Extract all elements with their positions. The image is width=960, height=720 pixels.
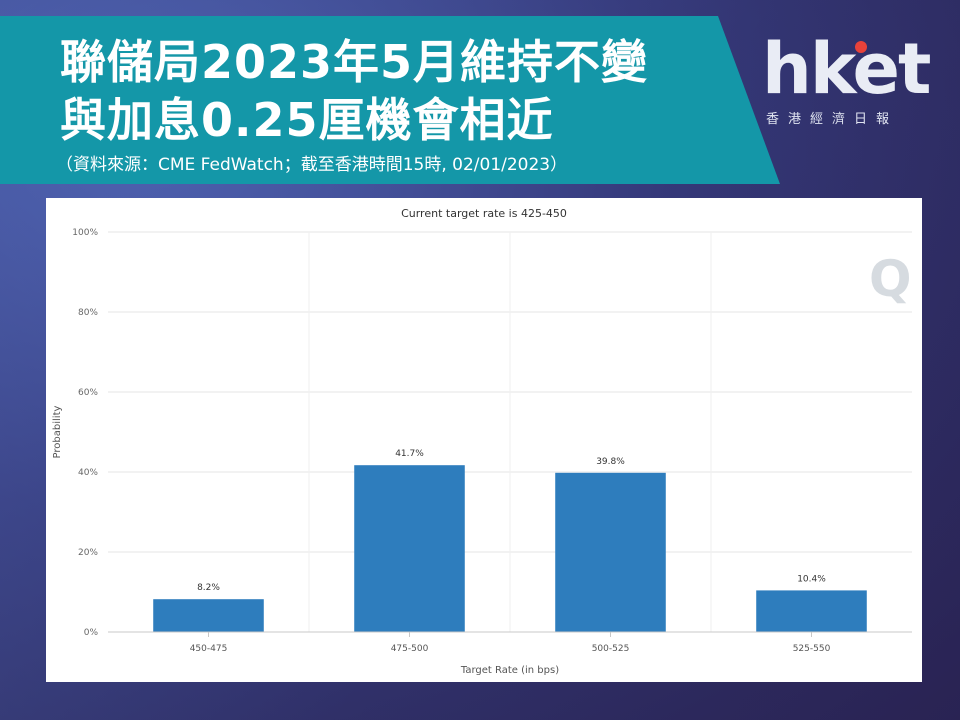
bar-450-475 <box>153 599 264 632</box>
data-label: 39.8% <box>596 457 625 467</box>
bar-525-550 <box>756 590 867 632</box>
bar-500-525 <box>555 472 666 632</box>
chart-panel: Current target rate is 425-450 0% 20% 40% 6… <box>46 198 922 682</box>
y-axis-ticks: 0% 20% 40% 60% 80% 100% <box>72 228 98 638</box>
y-tick-label: 20% <box>78 548 98 558</box>
logo-subtitle: 香港經濟日報 <box>766 112 899 127</box>
data-label: 41.7% <box>395 449 424 459</box>
data-labels: 8.2% 41.7% 39.8% 10.4% <box>197 449 826 593</box>
x-tick-label: 500-525 <box>592 644 630 654</box>
gridlines <box>108 231 912 633</box>
y-tick-label: 40% <box>78 468 98 478</box>
bars <box>153 465 867 632</box>
y-tick-label: 0% <box>84 628 99 638</box>
hket-logo: hket 香港經濟日報 <box>756 28 936 138</box>
data-label: 8.2% <box>197 583 220 593</box>
y-axis-label: Probability <box>52 405 63 458</box>
page-title-line2: 與加息0.25厘機會相近 <box>60 93 554 147</box>
page-title-line1: 聯儲局2023年5月維持不變 <box>60 35 649 89</box>
watermark-q-icon: Q <box>869 250 912 308</box>
source-subtitle: （資料來源：CME FedWatch；截至香港時間15時, 02/01/2023… <box>56 155 568 175</box>
x-axis-ticks: 450-475 475-500 500-525 525-550 <box>190 632 831 654</box>
title-banner <box>0 16 780 184</box>
data-label: 10.4% <box>797 574 826 584</box>
logo-text: hket <box>762 28 931 110</box>
bar-chart: Current target rate is 425-450 0% 20% 40% 6… <box>52 207 912 676</box>
chart-title: Current target rate is 425-450 <box>401 207 567 220</box>
x-tick-label: 525-550 <box>793 644 831 654</box>
logo-dot-icon <box>855 41 867 53</box>
bar-475-500 <box>354 465 465 632</box>
y-tick-label: 60% <box>78 388 98 398</box>
x-tick-label: 475-500 <box>391 644 429 654</box>
y-tick-label: 100% <box>72 228 98 238</box>
x-tick-label: 450-475 <box>190 644 228 654</box>
y-tick-label: 80% <box>78 308 98 318</box>
x-axis-label: Target Rate (in bps) <box>460 665 559 676</box>
